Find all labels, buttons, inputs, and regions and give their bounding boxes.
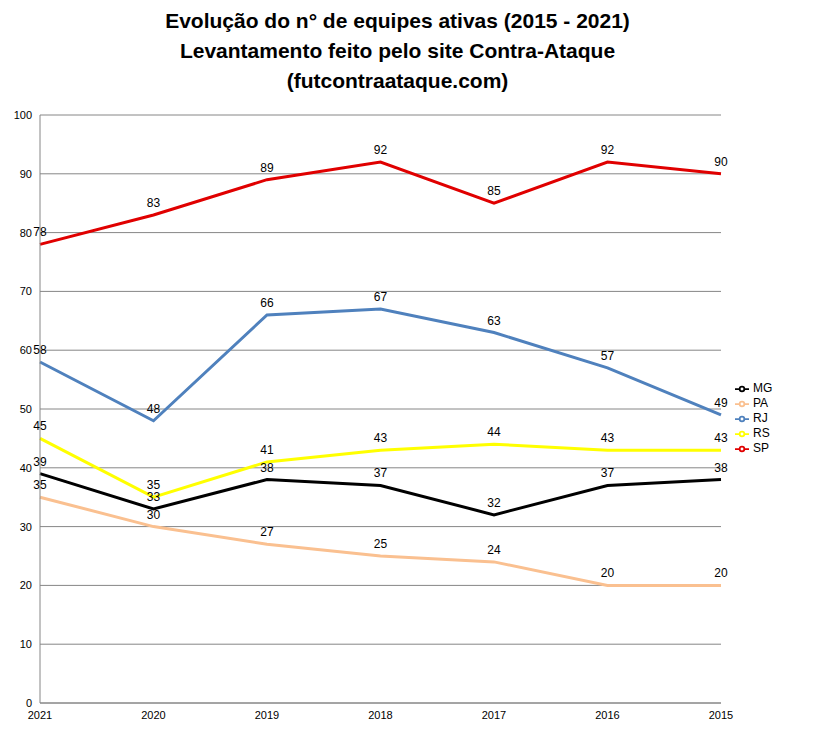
svg-text:70: 70 <box>20 285 32 297</box>
svg-text:50: 50 <box>20 403 32 415</box>
svg-text:100: 100 <box>14 109 32 121</box>
svg-text:10: 10 <box>20 638 32 650</box>
svg-text:2021: 2021 <box>28 709 52 721</box>
svg-text:49: 49 <box>714 396 728 410</box>
svg-text:2017: 2017 <box>482 709 506 721</box>
svg-text:0: 0 <box>26 697 32 709</box>
svg-text:80: 80 <box>20 227 32 239</box>
svg-text:83: 83 <box>147 196 161 210</box>
svg-text:24: 24 <box>487 543 501 557</box>
svg-text:32: 32 <box>487 496 501 510</box>
svg-text:30: 30 <box>147 508 161 522</box>
svg-text:38: 38 <box>260 461 274 475</box>
svg-text:33: 33 <box>147 490 161 504</box>
html-text:Levantamento feito pelo site C: Levantamento feito pelo site Contra-Ataq… <box>179 39 616 62</box>
html-text:MG: MG <box>753 381 773 396</box>
svg-text:37: 37 <box>601 466 615 480</box>
svg-text:40: 40 <box>20 462 32 474</box>
svg-text:78: 78 <box>33 225 47 239</box>
svg-text:89: 89 <box>260 161 274 175</box>
svg-text:90: 90 <box>20 168 32 180</box>
svg-text:20: 20 <box>714 566 728 580</box>
svg-text:27: 27 <box>260 525 274 539</box>
svg-text:38: 38 <box>714 461 728 475</box>
svg-text:43: 43 <box>601 431 615 445</box>
svg-text:57: 57 <box>601 349 615 363</box>
svg-text:2018: 2018 <box>368 709 392 721</box>
svg-text:58: 58 <box>33 343 47 357</box>
svg-text:39: 39 <box>33 455 47 469</box>
svg-text:43: 43 <box>714 431 728 445</box>
svg-text:2015: 2015 <box>709 709 733 721</box>
svg-text:44: 44 <box>487 425 501 439</box>
svg-text:2019: 2019 <box>255 709 279 721</box>
svg-text:41: 41 <box>260 443 274 457</box>
html-text:RS: RS <box>753 425 770 440</box>
svg-text:63: 63 <box>487 314 501 328</box>
html-text:PA: PA <box>753 396 769 411</box>
svg-text:20: 20 <box>20 579 32 591</box>
svg-text:67: 67 <box>374 290 388 304</box>
svg-text:2016: 2016 <box>595 709 619 721</box>
html-text:Evolução do n° de equipes ativ: Evolução do n° de equipes ativas (2015 -… <box>165 9 630 32</box>
svg-text:45: 45 <box>33 419 47 433</box>
svg-text:25: 25 <box>374 537 388 551</box>
svg-text:92: 92 <box>601 143 615 157</box>
svg-text:30: 30 <box>20 521 32 533</box>
svg-text:43: 43 <box>374 431 388 445</box>
html-text:RJ: RJ <box>753 411 768 426</box>
html-text:(futcontraataque.com): (futcontraataque.com) <box>286 69 509 92</box>
svg-text:37: 37 <box>374 466 388 480</box>
svg-text:85: 85 <box>487 184 501 198</box>
svg-text:60: 60 <box>20 344 32 356</box>
svg-text:2020: 2020 <box>141 709 165 721</box>
svg-text:92: 92 <box>374 143 388 157</box>
svg-text:48: 48 <box>147 402 161 416</box>
svg-text:20: 20 <box>601 566 615 580</box>
svg-text:35: 35 <box>146 478 161 493</box>
svg-text:90: 90 <box>714 155 728 169</box>
html-text:SP: SP <box>753 440 769 455</box>
svg-text:66: 66 <box>260 296 274 310</box>
svg-text:35: 35 <box>33 478 47 492</box>
